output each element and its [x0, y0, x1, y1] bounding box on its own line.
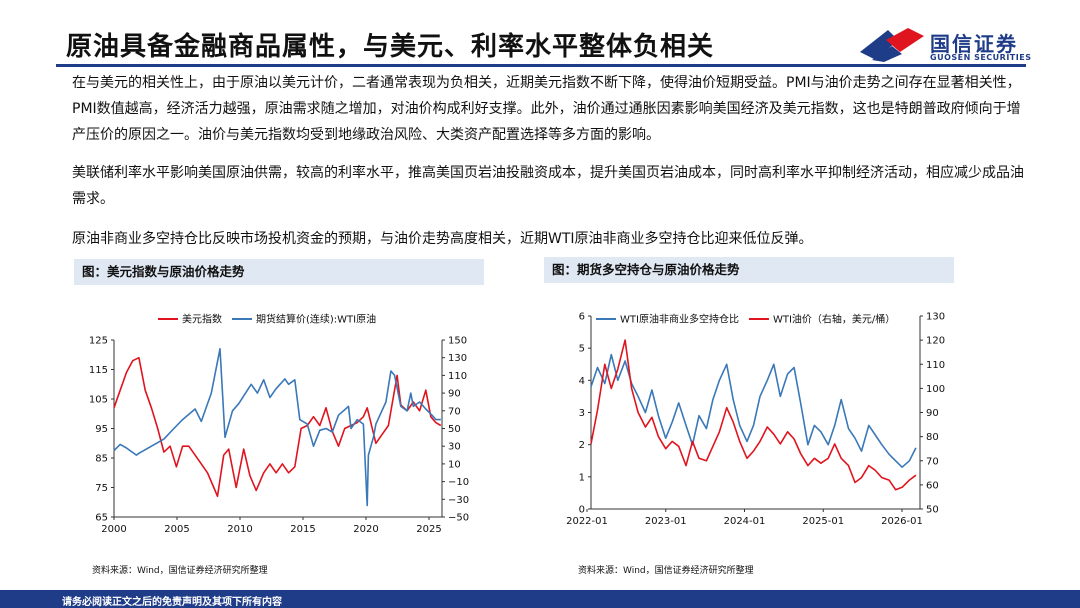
- series-line-2: [113, 348, 441, 507]
- legend-label-1: 美元指数: [182, 313, 222, 326]
- page-title: 原油具备金融商品属性，与美元、利率水平整体负相关: [66, 32, 715, 62]
- footer-disclaimer: 请务必阅读正文之后的免责声明及其项下所有内容: [62, 597, 282, 608]
- x-tick-label: 2000: [101, 524, 126, 535]
- right-tick-label: 50: [448, 424, 461, 435]
- positioning-vs-oil-chart: 6 5 4 3 2 1 0 130 120 110 100 90 80 70 60 50 2022-01 2023…: [566, 312, 945, 528]
- legend-label-2: 期货结算价(连续):WTI原油: [256, 313, 376, 326]
- left-tick-label: 4: [579, 376, 585, 387]
- left-tick-label: 0: [579, 505, 585, 516]
- left-tick-label: 115: [89, 365, 108, 376]
- left-tick-label: 65: [95, 513, 108, 524]
- right-tick-label: −30: [448, 495, 469, 506]
- left-tick-label: 5: [579, 344, 585, 355]
- chart2-caption: 图：期货多空持仓与原油价格走势: [544, 257, 954, 283]
- right-tick-label: 80: [926, 432, 939, 443]
- right-tick-label: 110: [448, 371, 467, 382]
- x-tick-label: 2024-01: [724, 516, 766, 527]
- paragraph-interest-rate: 美联储利率水平影响美国原油供需，较高的利率水平，推高美国页岩油投融资成本，提升美…: [72, 165, 1024, 207]
- series-line-2: [590, 339, 917, 491]
- legend-label-1: WTI原油非商业多空持仓比: [620, 313, 739, 326]
- right-tick-label: 150: [448, 336, 467, 347]
- right-tick-label: 120: [926, 336, 945, 347]
- left-tick-label: 75: [95, 483, 108, 494]
- right-tick-label: 70: [926, 456, 939, 467]
- right-tick-label: 70: [448, 406, 461, 417]
- x-tick-label: 2022-01: [566, 516, 608, 527]
- guosen-emblem-icon: [860, 28, 924, 62]
- right-tick-label: 130: [448, 353, 467, 364]
- x-tick-label: 2026-01: [881, 516, 923, 527]
- left-tick-label: 6: [579, 312, 585, 323]
- x-tick-label: 2010: [227, 524, 252, 535]
- company-logo: 国信证券 GUOSEN SECURITIES: [858, 26, 1038, 64]
- left-tick-label: 85: [95, 454, 108, 465]
- left-tick-label: 1: [579, 472, 585, 483]
- chart2-source: 资料来源：Wind，国信证券经济研究所整理: [578, 566, 754, 576]
- left-tick-label: 95: [95, 424, 108, 435]
- logo-text-en: GUOSEN SECURITIES: [930, 53, 1032, 62]
- x-tick-label: 2020: [353, 524, 378, 535]
- chart1-source: 资料来源：Wind，国信证券经济研究所整理: [92, 566, 268, 576]
- chart1-caption: 图：美元指数与原油价格走势: [74, 259, 484, 285]
- right-tick-label: 90: [448, 389, 461, 400]
- x-tick-label: 2015: [290, 524, 315, 535]
- right-tick-label: 50: [926, 505, 939, 516]
- title-underline: [56, 64, 1026, 67]
- right-tick-label: 60: [926, 480, 939, 491]
- logo-text-cn: 国信证券: [930, 32, 1018, 56]
- footer-bar: 请务必阅读正文之后的免责声明及其项下所有内容: [0, 590, 1080, 608]
- x-tick-label: 2005: [164, 524, 189, 535]
- right-tick-label: 130: [926, 312, 945, 323]
- legend-label-2: WTI油价（右轴，美元/桶）: [773, 313, 895, 326]
- left-tick-label: 2: [579, 440, 585, 451]
- right-tick-label: 90: [926, 408, 939, 419]
- series-line-1: [590, 353, 917, 468]
- right-tick-label: −50: [448, 513, 469, 524]
- left-tick-label: 125: [89, 336, 108, 347]
- right-tick-label: 100: [926, 384, 945, 395]
- left-tick-label: 3: [579, 408, 585, 419]
- x-tick-label: 2023-01: [645, 516, 687, 527]
- right-tick-label: 110: [926, 360, 945, 371]
- x-tick-label: 2025-01: [802, 516, 844, 527]
- right-tick-label: 30: [448, 442, 461, 453]
- right-tick-label: 10: [448, 459, 461, 470]
- x-tick-label: 2025: [416, 524, 441, 535]
- series-line-1: [113, 356, 442, 498]
- paragraph-usd-correlation: 在与美元的相关性上，由于原油以美元计价，二者通常表现为负相关，近期美元指数不断下…: [72, 75, 1021, 143]
- paragraph-positioning: 原油非商业多空持仓比反映市场投机资金的预期，与油价走势高度相关，近期WTI原油非…: [72, 231, 813, 247]
- left-tick-label: 105: [89, 395, 108, 406]
- right-tick-label: −10: [448, 477, 469, 488]
- usd-vs-oil-chart: 125 115 105 95 85 75 65 150 130 110 90 70 50 30 10 −10 −…: [89, 313, 469, 536]
